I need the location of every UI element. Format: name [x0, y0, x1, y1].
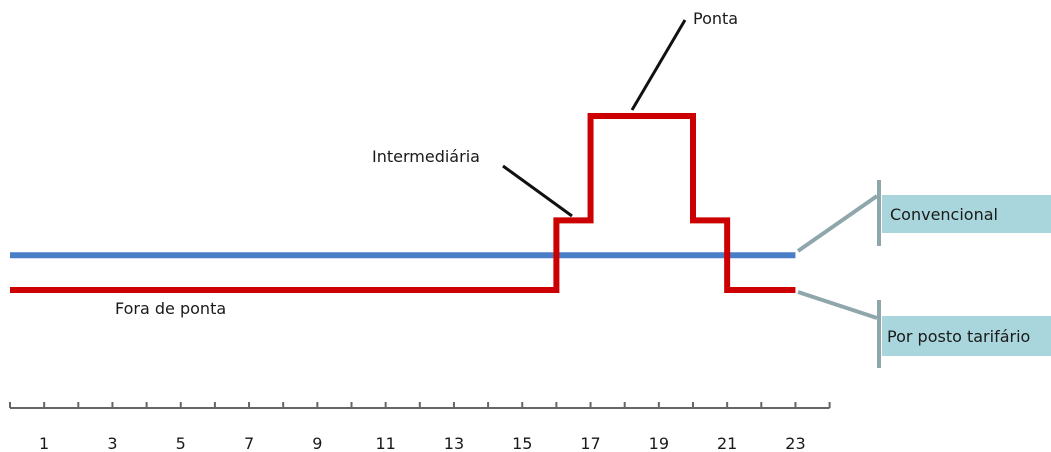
x-tick-label: 1: [39, 434, 49, 452]
x-tick-label: 13: [444, 434, 464, 452]
series-line-por-posto-tarifario: [10, 113, 796, 293]
x-tick-label: 7: [244, 434, 254, 452]
legend-label-convencional: Convencional: [890, 205, 998, 224]
legend-box-convencional: [882, 195, 1051, 233]
x-tick-label: 21: [717, 434, 737, 452]
x-tick-label: 23: [785, 434, 805, 452]
x-tick-label: 17: [580, 434, 600, 452]
x-tick-label: 19: [649, 434, 669, 452]
bracket-convencional-connector: [796, 194, 879, 253]
annotation-ponta: Ponta: [693, 9, 738, 28]
legend-box-por-posto-tarifario: [882, 316, 1051, 356]
leader-line-ponta: [630, 19, 687, 111]
x-tick-label: 15: [512, 434, 532, 452]
x-tick-label: 11: [375, 434, 395, 452]
x-tick-labels: 1 3 5 7 9 11 13 15 17 19 21 23: [39, 434, 806, 452]
bracket-posto-connector: [797, 290, 878, 320]
x-tick-label: 9: [312, 434, 322, 452]
leader-line-intermediaria: [502, 164, 573, 218]
x-tick-label: 3: [107, 434, 117, 452]
x-axis: [9, 402, 831, 409]
legend-label-por-posto-tarifario: Por posto tarifário: [887, 327, 1030, 346]
x-tick-label: 5: [176, 434, 186, 452]
annotation-intermediaria: Intermediária: [372, 147, 480, 166]
annotation-fora-de-ponta: Fora de ponta: [115, 299, 226, 318]
